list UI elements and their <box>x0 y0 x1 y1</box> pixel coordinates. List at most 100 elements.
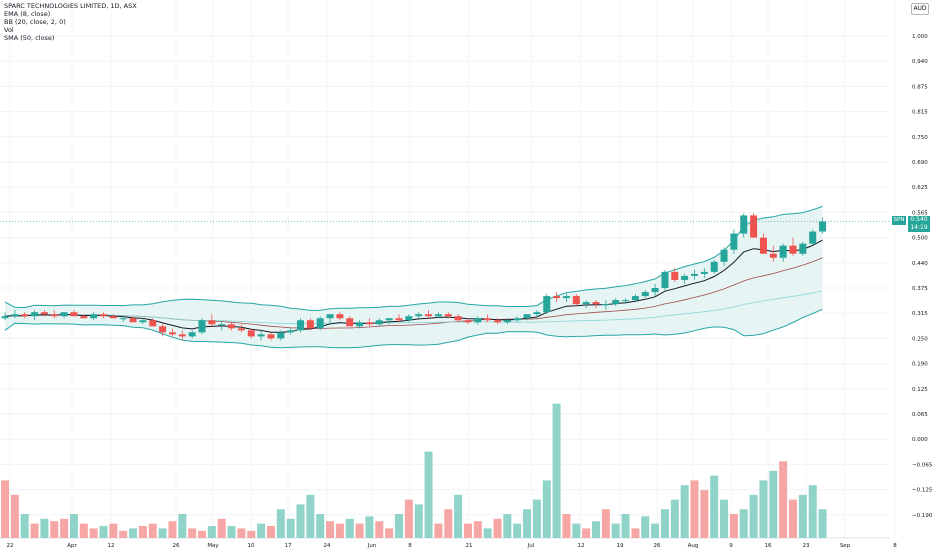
volume-bar <box>30 523 39 538</box>
ema-line <box>4 239 823 333</box>
volume-bar <box>513 523 522 538</box>
x-tick-label: 10 <box>248 543 255 549</box>
candle-body <box>287 330 295 333</box>
candle-body <box>159 326 167 333</box>
volume-bar <box>542 480 551 538</box>
volume-bar <box>335 523 344 538</box>
volume-bar <box>345 518 354 538</box>
candle-body <box>720 249 728 262</box>
volume-bar <box>601 509 610 538</box>
candle-body <box>799 243 807 254</box>
candle-body <box>681 275 689 280</box>
volume-bar <box>631 528 640 538</box>
volume-bar <box>592 521 600 538</box>
candle-body <box>789 245 797 254</box>
x-tick-label: Sep <box>840 543 851 549</box>
candle-body <box>129 318 137 323</box>
volume-bar <box>769 470 778 538</box>
candle-body <box>612 300 620 305</box>
y-tick-label: 0.315 <box>912 311 928 317</box>
volume-bar <box>532 499 541 538</box>
symbol-title[interactable]: SPARC TECHNOLOGIES LIMITED, 1D, ASX <box>4 2 137 10</box>
volume-bar <box>79 523 88 538</box>
candle-body <box>168 332 176 335</box>
y-tick-label: 0.065 <box>912 412 928 418</box>
y-tick-label: 0.375 <box>912 286 928 292</box>
volume-bar <box>40 518 49 538</box>
y-tick-label: 0.000 <box>912 437 928 443</box>
candle-body <box>50 314 58 317</box>
ticker-badge: SPN <box>892 216 906 225</box>
currency-button[interactable]: AUD <box>911 3 929 15</box>
indicator-vol[interactable]: Vol <box>4 26 14 34</box>
volume-bar <box>266 526 275 538</box>
volume-bar <box>444 509 453 538</box>
candle-body <box>622 300 630 302</box>
x-tick-label: 21 <box>466 543 473 549</box>
volume-bar <box>670 499 679 538</box>
volume-bar <box>710 475 719 538</box>
volume-bar <box>414 504 423 538</box>
bollinger-lower-line <box>4 308 823 349</box>
y-tick-label: 0.500 <box>912 236 928 242</box>
indicator-bb[interactable]: BB (20, close, 2, 0) <box>4 18 66 26</box>
volume-bar <box>355 523 364 538</box>
x-tick-label: 26 <box>654 543 661 549</box>
volume-bar <box>1 480 9 538</box>
x-tick-label: 23 <box>803 543 810 549</box>
candle-body <box>237 328 245 331</box>
volume-bar <box>237 528 246 538</box>
volume-bar <box>207 526 216 538</box>
candle-body <box>444 314 452 317</box>
volume-bar <box>326 521 335 538</box>
candle-body <box>641 292 649 297</box>
volume-bar <box>316 514 325 538</box>
volume-bar <box>720 499 729 538</box>
volume-bar <box>148 523 157 538</box>
volume-bar <box>385 528 394 538</box>
candle-body <box>11 314 19 317</box>
candle-body <box>139 320 147 323</box>
volume-bar <box>109 523 118 538</box>
x-tick-label: 16 <box>765 543 772 549</box>
x-tick-label: 12 <box>108 543 115 549</box>
candle-body <box>691 273 698 276</box>
volume-bar <box>20 514 29 538</box>
volume-bar <box>168 521 177 538</box>
volume-bar <box>552 403 561 538</box>
volume-bar <box>641 516 650 538</box>
candle-body <box>100 314 107 317</box>
candle-body <box>553 296 561 299</box>
candle-body <box>90 314 98 319</box>
candle-body <box>119 318 127 320</box>
candle-body <box>228 324 236 329</box>
x-tick-label: Jun <box>367 543 377 549</box>
volume-bar <box>503 514 512 538</box>
volume-bar <box>818 509 827 538</box>
candle-body <box>572 296 580 305</box>
candle-body <box>346 318 354 327</box>
candle-body <box>494 320 501 323</box>
candle-body <box>31 312 39 317</box>
volume-bar <box>483 528 492 538</box>
candle-body <box>70 312 78 317</box>
volume-bar <box>424 451 433 538</box>
candle-body <box>198 320 206 333</box>
countdown-label: 14:19 <box>910 224 928 231</box>
volume-bar <box>365 516 374 538</box>
volume-bar <box>493 518 502 538</box>
x-tick-label: May <box>207 543 219 549</box>
volume-bar <box>395 514 403 538</box>
y-tick-label: 0.875 <box>912 84 928 90</box>
volume-bar <box>217 518 226 538</box>
candle-body <box>631 296 639 301</box>
indicator-ema[interactable]: EMA (8, close) <box>4 10 51 18</box>
y-tick-label: 0.940 <box>912 59 928 65</box>
volume-bar <box>660 509 669 538</box>
indicator-sma[interactable]: SMA (50, close) <box>4 34 55 42</box>
y-tick-label: 0.690 <box>912 160 928 166</box>
candle-body <box>710 261 718 272</box>
volume-bar <box>611 523 620 538</box>
